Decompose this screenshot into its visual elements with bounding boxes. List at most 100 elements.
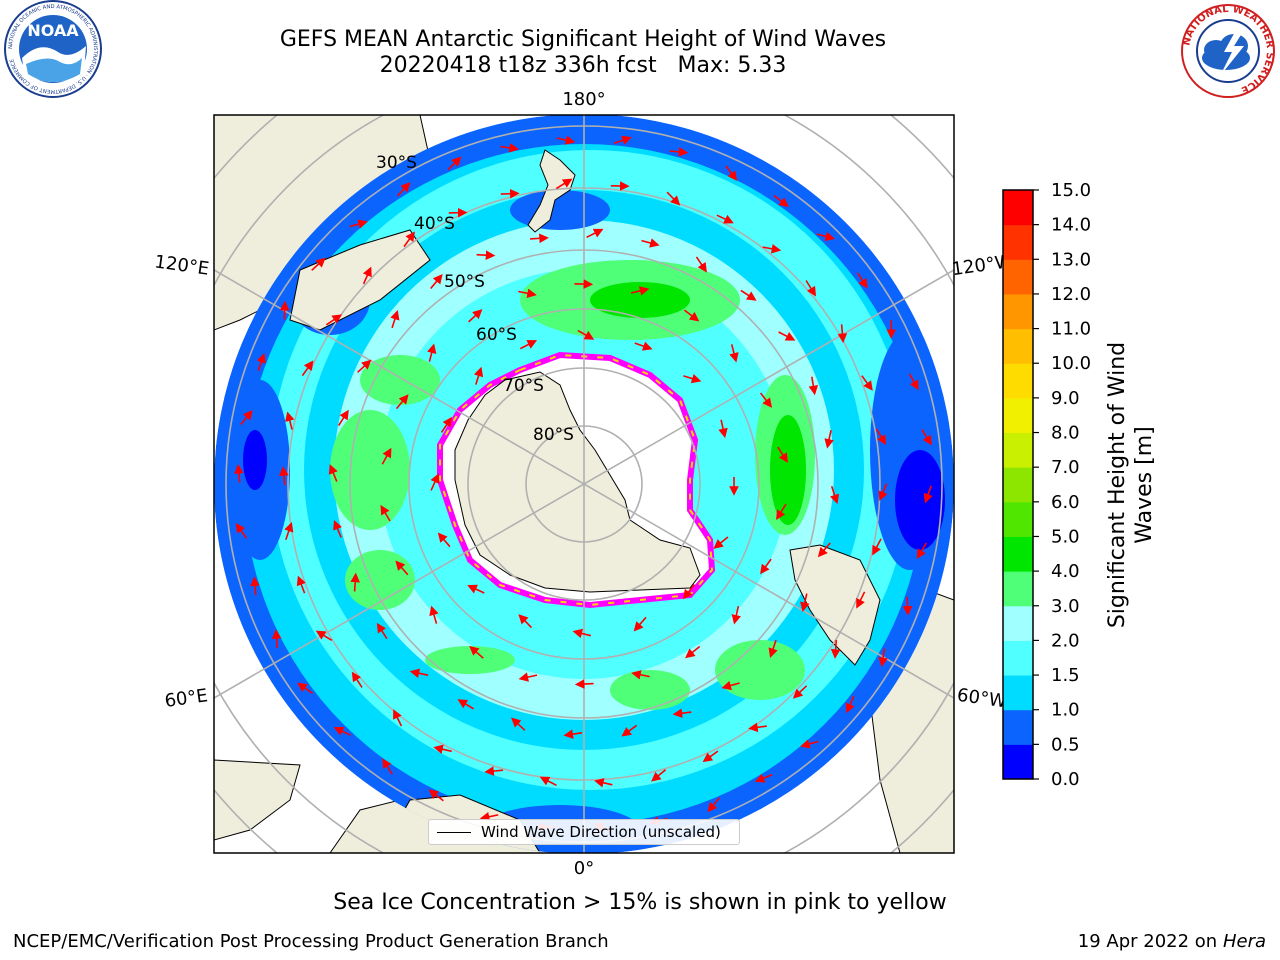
wave-direction-arrow (284, 521, 294, 540)
colorbar-swatch (1003, 190, 1033, 226)
colorbar-tick-label: 0.5 (1051, 734, 1080, 755)
colorbar-swatch (1003, 259, 1033, 295)
colorbar-swatch (1003, 640, 1033, 676)
wave-direction-arrow (393, 709, 403, 727)
wave-direction-arrow (613, 135, 632, 145)
wave-direction-arrow (500, 188, 520, 199)
wave-direction-arrow (563, 729, 583, 739)
wave-direction-arrow (702, 750, 719, 763)
wave-direction-arrow (380, 504, 391, 522)
wave-direction-arrow (351, 671, 363, 688)
legend-label: Wind Wave Direction (unscaled) (481, 823, 721, 841)
wave-direction-arrow (902, 596, 913, 616)
wave-direction-arrow (856, 272, 868, 289)
wave-direction-arrow (634, 341, 653, 351)
wave-direction-arrow (234, 464, 244, 483)
colorbar-tick-label: 15.0 (1051, 180, 1091, 201)
map-frame (213, 114, 955, 854)
lat-label-50s: 50°S (444, 272, 485, 292)
wave-direction-arrow (469, 645, 484, 659)
wave-direction-arrow (555, 178, 573, 190)
wave-direction-arrow (301, 360, 314, 377)
colorbar-tick-label: 3.0 (1051, 596, 1080, 617)
colorbar-swatch (1003, 675, 1033, 711)
colorbar-tick-label: 7.0 (1051, 457, 1080, 478)
map-legend: Wind Wave Direction (unscaled) (428, 819, 740, 845)
colorbar-swatch (1003, 605, 1033, 641)
wave-direction-arrow (240, 409, 253, 426)
wave-direction-arrow (754, 773, 773, 783)
wave-direction-arrow (778, 331, 796, 341)
wave-direction-arrow (878, 648, 888, 668)
lon-label-top: 180° (562, 89, 605, 110)
map-area (214, 115, 954, 853)
wave-direction-arrow (376, 622, 388, 640)
wave-direction-arrow (256, 353, 266, 372)
colorbar-tick-label: 12.0 (1051, 284, 1091, 305)
wave-direction-arrow (395, 560, 409, 576)
colorbar: 0.0 0.5 1.0 1.5 2.0 3.0 4.0 5.0 6.0 7.0 8.0 9.0 10.0… (1002, 180, 1091, 790)
wave-direction-arrow (337, 409, 349, 427)
colorbar-tick-label: 1.0 (1051, 700, 1080, 721)
wave-direction-arrow (707, 797, 721, 813)
lat-label-80s: 80°S (533, 425, 574, 445)
lon-label-upper-left: 120°E (153, 251, 210, 279)
graticule (214, 115, 954, 853)
wave-direction-arrow (773, 194, 789, 208)
wave-direction-arrow (713, 536, 729, 549)
wave-direction-arrow (725, 165, 738, 181)
run-date-text: 19 Apr 2022 on (1077, 931, 1223, 952)
wave-direction-arrow (683, 374, 702, 384)
wave-direction-arrow (672, 708, 692, 718)
colorbar-swatch (1003, 397, 1033, 434)
wave-direction-arrow (685, 645, 701, 659)
wave-direction-arrow (800, 739, 819, 749)
colorbar-tick-label: 11.0 (1051, 319, 1091, 340)
antarctica (454, 371, 701, 593)
wave-direction-arrow (594, 778, 613, 788)
wave-direction-arrow (427, 343, 437, 362)
wave-direction-arrow (878, 483, 888, 502)
wave-direction-arrow (683, 309, 700, 322)
run-date: 19 Apr 2022 on Hera (1078, 931, 1266, 952)
nws-logo: NATIONAL WEATHER SERVICE (1176, 0, 1280, 106)
wave-direction-arrow (923, 485, 933, 504)
colorbar-swatch (1003, 467, 1033, 503)
colorbar-tick-label: 6.0 (1051, 492, 1080, 513)
noaa-logo-text: NOAA (27, 21, 79, 40)
colorbar-tick-label: 10.0 (1051, 353, 1091, 374)
wave-direction-arrow (350, 572, 360, 592)
colorbar-swatch (1003, 328, 1033, 364)
colorbar-frame (1002, 189, 1034, 780)
lon-label-lower-right: 60°W (956, 685, 1008, 713)
colorbar-tick-label: 13.0 (1051, 249, 1091, 270)
lat-label-60s: 60°S (476, 325, 517, 345)
wave-direction-arrow (805, 280, 817, 297)
wave-direction-arrow (390, 310, 400, 329)
wave-direction-arrow (235, 522, 248, 539)
wave-direction-arrow (382, 758, 393, 775)
wave-direction-arrow (829, 485, 840, 505)
wave-direction-arrow (271, 629, 282, 648)
wave-direction-arrow (430, 473, 440, 491)
wave-direction-arrow (403, 231, 416, 248)
lat-label-70s: 70°S (503, 376, 544, 396)
lat-label-40s: 40°S (414, 214, 455, 234)
wave-direction-arrow (759, 392, 773, 408)
wave-direction-arrow (473, 366, 484, 385)
colorbar-swatch (1003, 432, 1033, 468)
wave-direction-arrow (296, 575, 306, 594)
wave-direction-arrow (817, 542, 831, 558)
lat-label-30s: 30°S (376, 153, 417, 173)
colorbar-title-line1: Significant Height of Wind (1105, 342, 1130, 628)
wave-direction-arrow (740, 289, 757, 301)
wave-direction-arrow (556, 135, 576, 145)
wave-direction-arrow (631, 670, 650, 680)
colorbar-swatch (1003, 363, 1033, 399)
wave-direction-arrow (518, 614, 533, 629)
map-title: GEFS MEAN Antarctic Significant Height o… (279, 27, 887, 52)
wave-direction-arrow (816, 231, 836, 242)
wave-direction-arrow (518, 288, 537, 298)
wave-direction-arrow (641, 238, 660, 248)
